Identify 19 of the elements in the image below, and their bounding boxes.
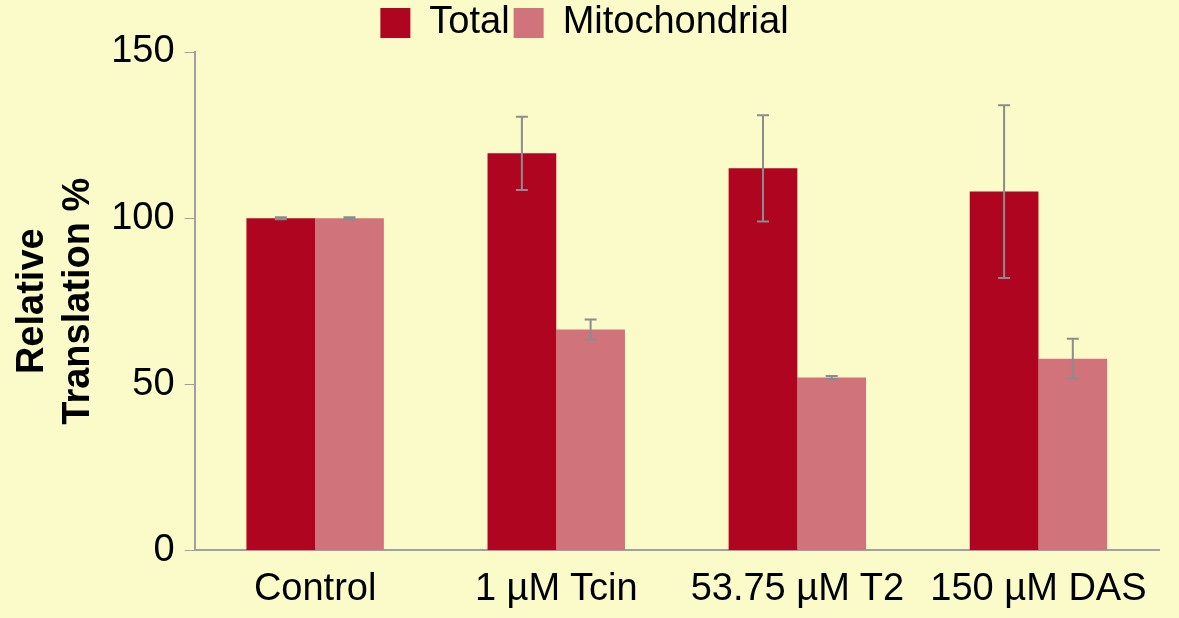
x-tick-label: Control (253, 565, 377, 608)
bar (728, 168, 798, 550)
legend-label: Total (429, 0, 510, 42)
y-tick-label: 0 (153, 526, 175, 569)
x-tick-label: 1 µM Tcin (474, 565, 638, 608)
bar (246, 218, 316, 550)
y-tick-label: 150 (111, 28, 175, 71)
bar (1038, 358, 1108, 550)
bar (556, 329, 625, 550)
y-tick-label: 50 (132, 360, 175, 403)
bar (487, 153, 557, 550)
y-axis-title: Relative Translation % (9, 177, 97, 425)
bar (969, 191, 1039, 550)
bar (797, 377, 867, 550)
y-tick-label: 100 (111, 194, 175, 237)
x-tick-label: 150 µM DAS (930, 565, 1147, 608)
legend-label: Mitochondrial (562, 0, 789, 42)
bar (315, 218, 384, 550)
x-tick-label: 53.75 µM T2 (690, 565, 905, 608)
